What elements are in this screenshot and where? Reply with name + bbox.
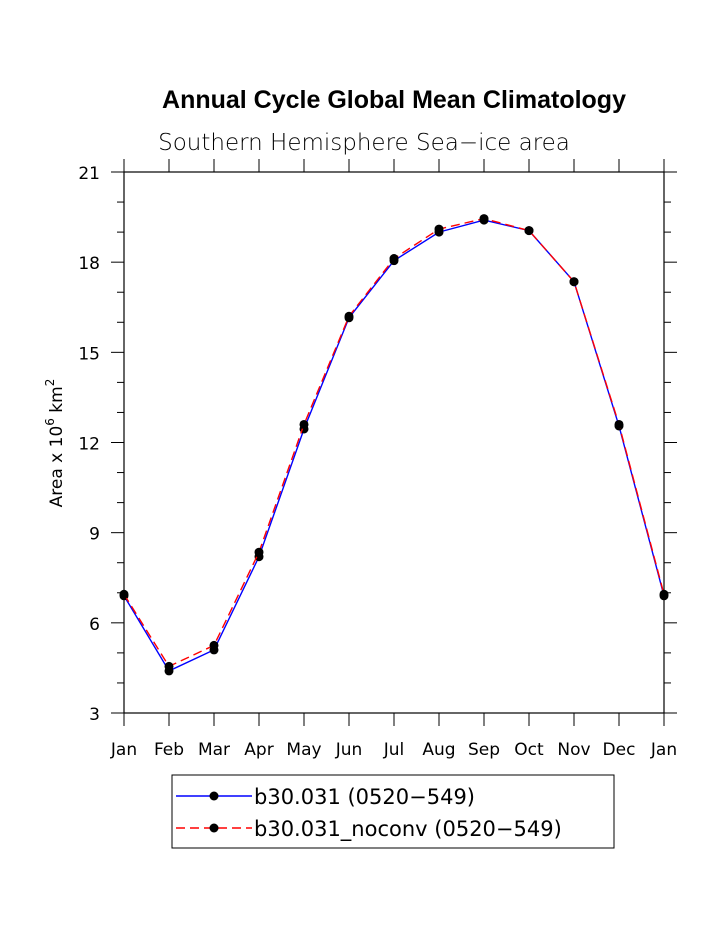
y-tick-label: 18 xyxy=(78,254,100,274)
x-tick-label: Mar xyxy=(198,740,230,760)
legend: b30.031 (0520−549) b30.031_noconv (0520−5… xyxy=(171,774,615,849)
series-1-line xyxy=(123,219,665,672)
x-tick-label: May xyxy=(286,740,321,760)
chart-title: Annual Cycle Global Mean Climatology xyxy=(162,86,626,114)
series-2-point xyxy=(344,311,354,321)
series-layer xyxy=(119,214,669,676)
series-2-point xyxy=(479,214,489,224)
chart-subtitle: Southern Hemisphere Sea−ice area xyxy=(158,130,570,156)
x-tick-label: Feb xyxy=(154,740,184,760)
series-2-point xyxy=(434,224,444,234)
y-tick-label: 15 xyxy=(78,344,100,364)
legend-box xyxy=(171,774,615,849)
y-tick-label: 21 xyxy=(78,164,100,184)
legend-marker-1 xyxy=(209,791,219,801)
series-2-line xyxy=(123,217,665,668)
series-2 xyxy=(119,214,669,671)
x-tick-label: Jan xyxy=(110,740,137,760)
series-2-point xyxy=(209,640,219,650)
svg-text:Area x 106 km2: Area x 106 km2 xyxy=(43,379,67,508)
y-tick-label: 3 xyxy=(89,705,100,725)
x-tick-label: Dec xyxy=(603,740,636,760)
x-tick-label: Nov xyxy=(557,740,590,760)
series-2-point xyxy=(614,419,624,429)
axes: 3 6 9 12 15 18 21 Jan Feb Mar Apr May Jun Jul Aug Sep Oc… xyxy=(78,159,677,760)
series-2-point xyxy=(119,589,129,599)
x-tick-label: Jul xyxy=(383,740,405,760)
y-axis-label: Area x 106 km2 xyxy=(43,379,67,508)
x-tick-label: Oct xyxy=(514,740,544,760)
series-1 xyxy=(119,215,669,676)
y-axis-label-unit-exponent: 2 xyxy=(43,379,57,387)
y-axis-label-unit: km xyxy=(47,386,67,418)
x-tick-label: Sep xyxy=(468,740,500,760)
y-axis-label-main: Area x 10 xyxy=(47,426,67,508)
y-tick-label: 9 xyxy=(89,525,100,545)
series-2-point xyxy=(659,589,669,599)
series-2-point xyxy=(524,226,534,236)
y-axis-label-exponent: 6 xyxy=(43,418,57,426)
x-tick-label: Aug xyxy=(422,740,455,760)
series-2-point xyxy=(299,419,309,429)
series-2-point xyxy=(254,547,264,557)
y-tick-label: 12 xyxy=(78,435,100,455)
x-tick-label: Jan xyxy=(650,740,677,760)
legend-label-1: b30.031 (0520−549) xyxy=(254,785,475,809)
legend-label-2: b30.031_noconv (0520−549) xyxy=(254,817,562,842)
series-2-point xyxy=(569,277,579,287)
x-tick-label: Jun xyxy=(335,740,363,760)
plot-frame xyxy=(123,171,665,714)
x-tick-label: Apr xyxy=(244,740,273,760)
series-2-point xyxy=(389,254,399,264)
legend-marker-2 xyxy=(209,823,219,833)
series-2-point xyxy=(164,661,174,671)
y-tick-label: 6 xyxy=(89,615,100,635)
